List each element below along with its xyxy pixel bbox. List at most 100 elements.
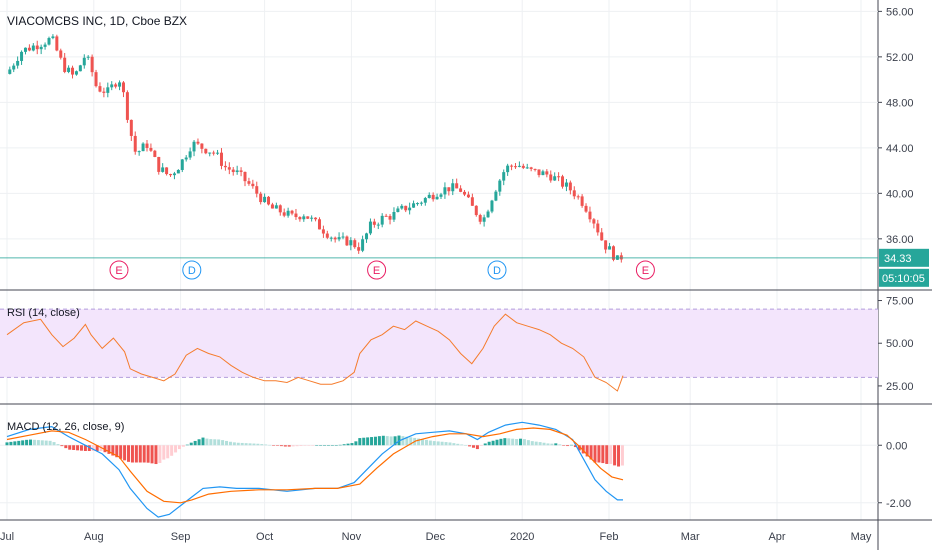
candle-body[interactable]: [145, 143, 149, 148]
candle-body[interactable]: [208, 152, 212, 154]
candle-body[interactable]: [106, 87, 110, 93]
candle-body[interactable]: [549, 174, 553, 181]
candle-body[interactable]: [388, 216, 392, 220]
candle-body[interactable]: [396, 208, 400, 213]
candle-body[interactable]: [188, 151, 192, 158]
candle-body[interactable]: [71, 67, 75, 75]
candle-body[interactable]: [525, 167, 529, 169]
candle-body[interactable]: [259, 193, 263, 203]
candle-body[interactable]: [51, 36, 55, 39]
candle-body[interactable]: [137, 151, 141, 153]
candle-body[interactable]: [27, 47, 31, 51]
candle-body[interactable]: [580, 196, 584, 206]
candle-body[interactable]: [408, 207, 412, 211]
candle-body[interactable]: [43, 44, 47, 47]
candle-body[interactable]: [576, 196, 580, 198]
candle-body[interactable]: [384, 215, 388, 217]
candle-body[interactable]: [372, 221, 376, 225]
candle-body[interactable]: [329, 237, 333, 239]
candle-body[interactable]: [502, 172, 506, 181]
candle-body[interactable]: [196, 141, 200, 144]
candle-body[interactable]: [176, 169, 180, 174]
candle-body[interactable]: [31, 45, 35, 51]
candle-body[interactable]: [235, 170, 239, 173]
candle-body[interactable]: [592, 219, 596, 224]
macd-panel[interactable]: [5, 421, 624, 518]
candle-body[interactable]: [169, 174, 173, 176]
candle-body[interactable]: [274, 205, 278, 209]
candle-body[interactable]: [133, 135, 137, 152]
candle-body[interactable]: [192, 141, 196, 152]
candle-body[interactable]: [474, 205, 478, 216]
candle-body[interactable]: [270, 204, 274, 209]
candle-body[interactable]: [376, 224, 380, 226]
candle-body[interactable]: [314, 217, 318, 220]
candle-body[interactable]: [172, 173, 176, 176]
candle-body[interactable]: [486, 211, 490, 218]
candle-body[interactable]: [306, 216, 310, 219]
candle-body[interactable]: [419, 202, 423, 204]
candle-body[interactable]: [337, 237, 341, 240]
rsi-panel[interactable]: [0, 308, 878, 392]
candle-body[interactable]: [110, 84, 114, 88]
candle-body[interactable]: [349, 240, 353, 246]
candle-body[interactable]: [353, 240, 357, 248]
candle-body[interactable]: [533, 168, 537, 170]
candle-body[interactable]: [90, 56, 94, 73]
candle-body[interactable]: [498, 180, 502, 192]
candle-body[interactable]: [165, 167, 169, 175]
candle-body[interactable]: [243, 171, 247, 182]
candle-body[interactable]: [392, 212, 396, 220]
candle-body[interactable]: [12, 65, 16, 70]
candle-body[interactable]: [368, 221, 372, 234]
candle-body[interactable]: [125, 92, 129, 120]
candle-body[interactable]: [561, 176, 565, 187]
candle-body[interactable]: [161, 167, 165, 172]
macd-line[interactable]: [6, 421, 623, 518]
candle-body[interactable]: [341, 236, 345, 238]
candle-body[interactable]: [596, 223, 600, 233]
candle-body[interactable]: [39, 46, 43, 50]
candle-body[interactable]: [129, 119, 133, 136]
candle-body[interactable]: [517, 165, 521, 167]
candle-body[interactable]: [184, 157, 188, 160]
candle-body[interactable]: [510, 165, 514, 167]
candle-body[interactable]: [447, 187, 451, 192]
candle-body[interactable]: [157, 156, 161, 172]
rsi-line[interactable]: [6, 313, 624, 392]
candle-body[interactable]: [20, 51, 24, 61]
candle-body[interactable]: [545, 171, 549, 175]
earnings-marker[interactable]: E: [635, 260, 655, 280]
candle-body[interactable]: [584, 205, 588, 212]
candle-body[interactable]: [302, 216, 306, 220]
candle-body[interactable]: [537, 169, 541, 176]
candle-body[interactable]: [231, 169, 235, 173]
candle-body[interactable]: [282, 212, 286, 216]
candle-body[interactable]: [415, 203, 419, 205]
candle-body[interactable]: [513, 166, 517, 168]
candle-body[interactable]: [114, 84, 118, 87]
candle-body[interactable]: [94, 72, 98, 87]
candle-body[interactable]: [404, 205, 408, 211]
signal-line[interactable]: [6, 427, 624, 504]
candle-body[interactable]: [470, 197, 474, 206]
candle-body[interactable]: [600, 232, 604, 241]
candle-body[interactable]: [294, 213, 298, 218]
candle-body[interactable]: [423, 198, 427, 203]
candle-body[interactable]: [298, 217, 302, 220]
candle-body[interactable]: [263, 196, 267, 203]
candle-body[interactable]: [451, 183, 455, 192]
candle-body[interactable]: [572, 190, 576, 197]
candle-body[interactable]: [506, 165, 510, 173]
candle-body[interactable]: [317, 219, 321, 230]
candle-body[interactable]: [455, 183, 459, 189]
candle-body[interactable]: [361, 239, 365, 251]
dividend-marker[interactable]: D: [182, 260, 202, 280]
candle-body[interactable]: [325, 233, 329, 238]
candle-body[interactable]: [255, 186, 259, 194]
candle-body[interactable]: [494, 191, 498, 201]
candle-body[interactable]: [247, 181, 251, 184]
candle-body[interactable]: [251, 183, 255, 187]
